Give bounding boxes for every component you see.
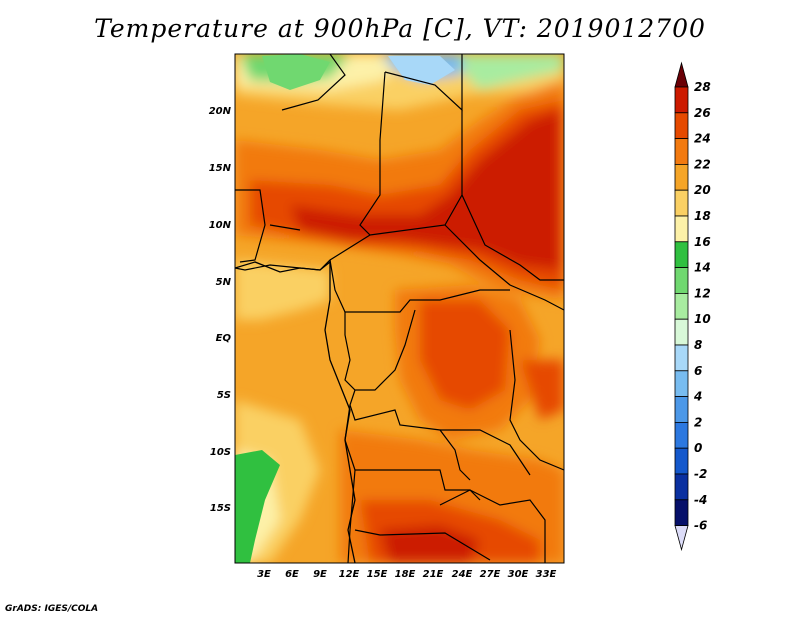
colorbar-bottom-arrow (674, 525, 689, 552)
grads-credit: GrADS: IGES/COLA (5, 604, 99, 614)
colorbar-swatch (674, 86, 689, 114)
temperature-field (235, 54, 564, 563)
colorbar-label: 14 (694, 261, 711, 275)
colorbar-label: 2 (694, 415, 702, 429)
latitude-axis: 20N 15N 10N 5N EQ 5S 10S 15S (209, 106, 232, 514)
lon-label: 33E (536, 569, 557, 580)
colorbar-swatch (674, 215, 689, 243)
colorbar-label: 10 (694, 312, 711, 326)
lat-label: 15N (209, 163, 232, 174)
lon-label: 9E (313, 569, 327, 580)
colorbar-label: 6 (694, 364, 702, 378)
colorbar-swatch (674, 163, 689, 191)
colorbar-label: 16 (694, 235, 711, 249)
colorbar-swatch (674, 344, 689, 372)
lat-label: 5N (216, 277, 232, 288)
lat-label: 15S (210, 503, 231, 514)
map-title: Temperature at 900hPa [C], VT: 201901270… (94, 14, 706, 43)
colorbar-label: 28 (694, 80, 711, 94)
colorbar-swatch (674, 396, 689, 423)
colorbar-label: 4 (693, 390, 702, 404)
lat-label: 5S (217, 390, 231, 401)
lon-label: 3E (257, 569, 271, 580)
longitude-axis: 3E 6E 9E 12E 15E 18E 21E 24E 27E 30E 33E (257, 569, 556, 580)
colorbar-label: 20 (694, 183, 711, 197)
colorbar-swatch (674, 189, 689, 217)
colorbar-swatch (674, 499, 689, 526)
lat-label: 20N (209, 106, 232, 117)
lat-label: EQ (216, 333, 232, 344)
lon-label: 15E (367, 569, 388, 580)
colorbar-label: 0 (694, 441, 702, 455)
colorbar-label: -4 (694, 493, 707, 507)
colorbar-label: 18 (694, 209, 711, 223)
colorbar-label: 22 (694, 157, 711, 171)
colorbar-swatch (674, 112, 689, 140)
lat-label: 10N (209, 220, 232, 231)
colorbar-top-arrow (674, 61, 689, 88)
colorbar-swatch (674, 138, 689, 165)
lon-label: 6E (285, 569, 299, 580)
colorbar-swatch (674, 447, 689, 475)
lon-label: 18E (395, 569, 416, 580)
colorbar-swatch (674, 267, 689, 294)
colorbar-swatch (674, 421, 689, 449)
colorbar-swatch (674, 370, 689, 397)
colorbar-label: -2 (694, 467, 707, 481)
lon-label: 30E (508, 569, 529, 580)
colorbar-swatch (674, 318, 689, 346)
lon-label: 24E (452, 569, 473, 580)
lon-label: 12E (339, 569, 360, 580)
map-frame (234, 53, 565, 564)
colorbar-label: 26 (694, 106, 711, 120)
colorbar-swatch (674, 292, 689, 320)
country-borders (235, 54, 564, 563)
colorbar-label: 12 (694, 286, 711, 300)
colorbar-label: 8 (694, 338, 702, 352)
lat-label: 10S (210, 447, 231, 458)
colorbar-label: 24 (694, 132, 711, 146)
lon-label: 21E (423, 569, 444, 580)
colorbar-swatch (674, 241, 689, 269)
coastline (235, 260, 356, 563)
colorbar-label: -6 (694, 519, 707, 533)
lon-label: 27E (480, 569, 501, 580)
colorbar-swatch (674, 473, 689, 501)
